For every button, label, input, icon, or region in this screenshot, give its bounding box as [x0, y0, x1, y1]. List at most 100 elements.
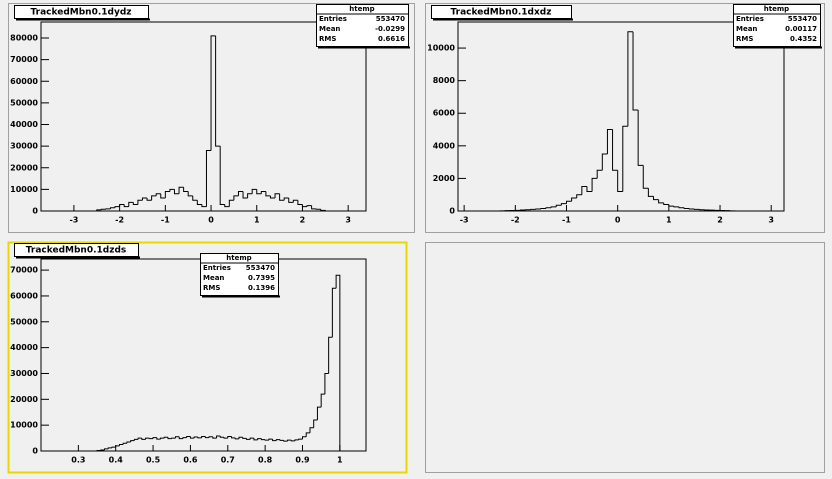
histogram-bin: [100, 208, 106, 210]
y-tick-label: 2000: [433, 174, 456, 183]
histogram-bin: [287, 439, 292, 442]
y-tick-label: 20000: [10, 395, 38, 404]
histogram-bin: [145, 437, 150, 440]
x-tick-label: -1: [562, 216, 571, 225]
histogram-bin: [663, 202, 669, 205]
stats-title: htemp: [349, 5, 374, 13]
histogram-bin: [256, 189, 262, 195]
histogram-bin: [272, 439, 277, 442]
histogram-bin: [115, 445, 120, 448]
histogram-bin: [130, 440, 135, 442]
histogram-bin: [331, 287, 337, 338]
histogram-bin: [114, 206, 120, 208]
histogram-bin: [219, 436, 225, 438]
histogram-bin: [260, 191, 266, 194]
histogram-bin: [182, 437, 187, 439]
histogram-bin: [601, 153, 608, 171]
histogram-bin: [96, 449, 101, 451]
histogram-bin: [160, 437, 165, 440]
histogram-bin: [668, 204, 674, 207]
histogram-bin: [658, 199, 664, 204]
histogram-bin: [242, 191, 248, 199]
histogram-bin: [156, 437, 161, 440]
histogram-bin: [627, 31, 634, 127]
histogram-bin: [216, 435, 221, 439]
histogram-bin: [591, 177, 598, 192]
histogram-bin: [169, 188, 175, 192]
histogram-bin: [146, 198, 152, 201]
histogram-bin: [128, 201, 134, 207]
histogram-bin: [571, 197, 577, 202]
histogram-bin: [208, 436, 213, 438]
y-tick-label: 10000: [427, 44, 455, 53]
stats-value: -0.0299: [375, 25, 405, 33]
stats-value: 0.4352: [790, 35, 817, 43]
histogram-bin: [264, 439, 269, 441]
stats-label: RMS: [736, 35, 753, 43]
histogram-bin: [204, 436, 210, 439]
histogram-bin: [122, 442, 127, 445]
histogram-bin: [586, 186, 593, 192]
histogram-bin: [298, 438, 303, 440]
y-tick-label: 80000: [10, 34, 38, 43]
histogram-bin: [606, 129, 613, 154]
x-tick-label: -3: [460, 216, 469, 225]
y-tick-label: 10000: [10, 421, 38, 430]
histogram-bin: [119, 204, 125, 207]
histogram-bin: [187, 191, 193, 197]
stats-label: Mean: [203, 274, 224, 282]
histogram-bin: [247, 193, 253, 199]
histogram-bin: [141, 438, 146, 440]
histogram-bin: [212, 436, 217, 439]
histogram-bin: [249, 437, 254, 440]
histogram-bin: [104, 448, 109, 450]
title-shadow: [433, 18, 573, 21]
y-tick-label: 40000: [10, 343, 38, 352]
x-tick-label: 3: [768, 216, 774, 225]
histogram-bin: [201, 436, 206, 438]
histogram-bin: [227, 436, 232, 439]
histogram-bin: [320, 209, 326, 211]
histogram-bin: [251, 188, 257, 194]
y-tick-label: 50000: [10, 317, 38, 326]
histogram-bin: [632, 31, 639, 111]
histogram-bin: [545, 207, 552, 209]
histogram-bin: [151, 195, 157, 201]
histogram-bin: [279, 439, 284, 441]
histogram-bin: [155, 193, 161, 196]
histogram-bin: [576, 194, 582, 198]
histogram-bin: [192, 195, 198, 201]
y-tick-label: 40000: [10, 120, 38, 129]
frame: [40, 21, 367, 212]
histogram-bin: [265, 191, 271, 197]
histogram-bin: [141, 197, 148, 201]
histogram-bin: [294, 439, 299, 441]
histogram-bin: [231, 436, 236, 439]
histogram-bin: [306, 205, 312, 207]
chart-title: TrackedMbn0.1dxdz: [451, 8, 552, 18]
y-tick-label: 6000: [433, 109, 456, 118]
x-tick-label: -3: [69, 216, 78, 225]
histogram-bin: [617, 170, 623, 192]
y-tick-label: 30000: [10, 142, 38, 151]
histogram-bin: [275, 439, 281, 441]
histogram-bin: [152, 437, 157, 439]
x-tick-label: 0.7: [221, 456, 235, 465]
histogram-bin: [290, 440, 296, 442]
y-tick-label: 60000: [10, 77, 38, 86]
histogram-bin: [647, 188, 654, 197]
histogram-bin: [673, 206, 680, 208]
y-tick-label: 30000: [10, 369, 38, 378]
histogram-bin: [219, 146, 225, 206]
histogram-bin: [111, 446, 116, 448]
histogram-bin: [174, 436, 180, 439]
histogram-bin: [283, 440, 288, 442]
stats-shadow: [735, 46, 822, 49]
stats-title: htemp: [226, 254, 251, 262]
histogram-bin: [148, 438, 154, 440]
histogram-bin: [678, 206, 685, 209]
empty-pad[interactable]: [425, 242, 825, 473]
histogram-bin: [328, 336, 333, 374]
histogram-bin: [215, 35, 221, 147]
